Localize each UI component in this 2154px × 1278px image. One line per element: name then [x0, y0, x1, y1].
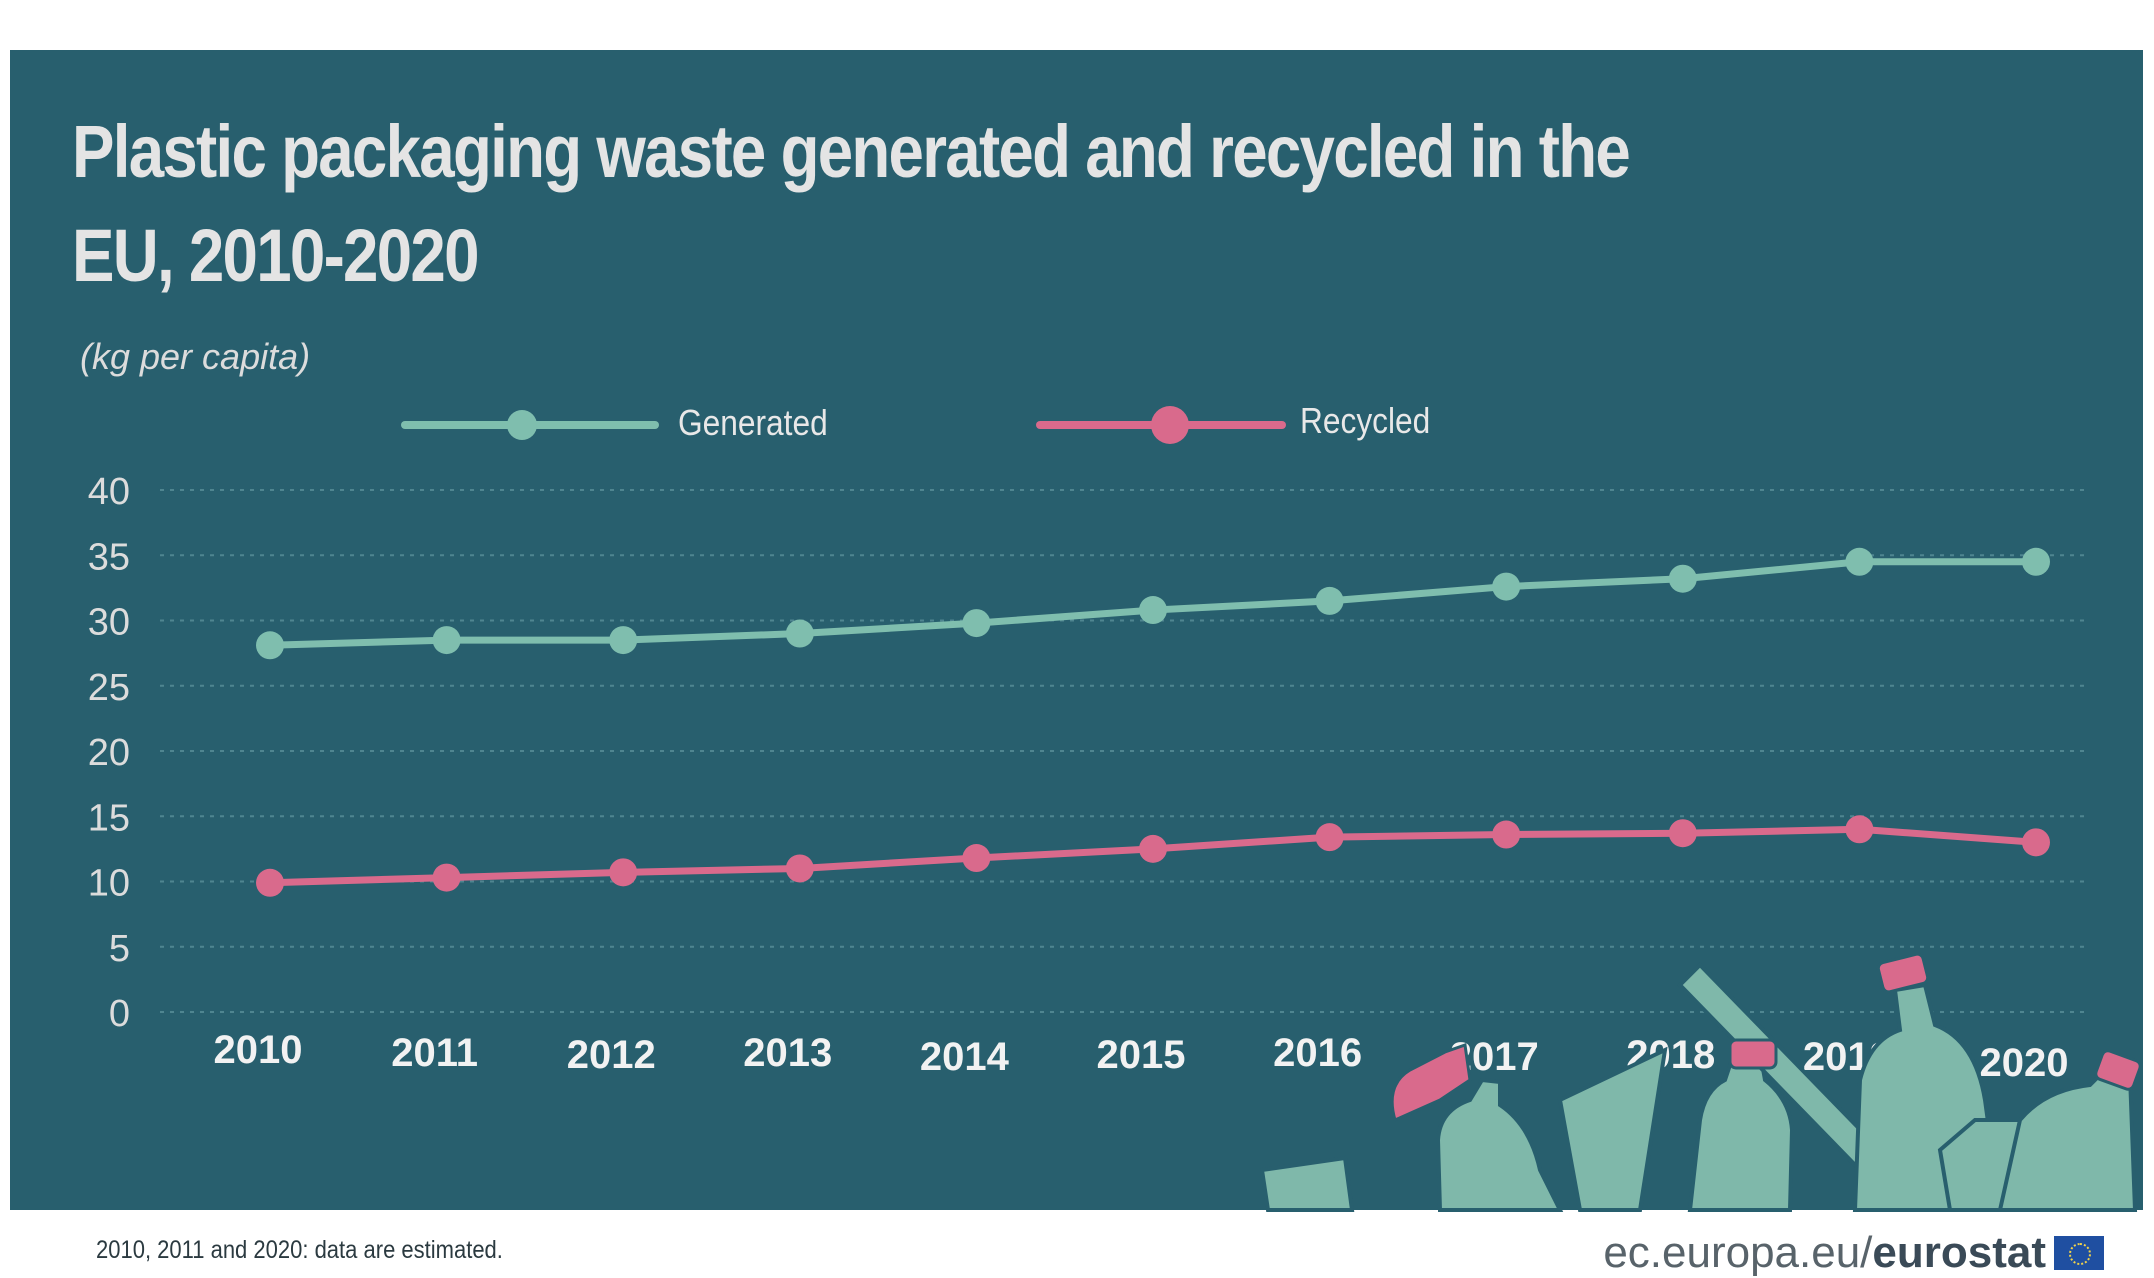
data-point-recycled-2013[interactable]: [785, 854, 814, 883]
data-point-generated-2012[interactable]: [609, 626, 638, 655]
y-tick-label: 0: [109, 993, 130, 1035]
data-point-generated-2011[interactable]: [432, 626, 461, 655]
chart-unit: (kg per capita): [80, 336, 311, 377]
data-point-generated-2010[interactable]: [256, 631, 284, 660]
y-tick-label: 10: [88, 863, 130, 905]
x-tick-label: 2020: [1980, 1041, 2069, 1085]
source-brand: eurostat: [1872, 1228, 2046, 1277]
legend-marker-generated: [507, 410, 537, 440]
data-points: [256, 547, 2050, 897]
spray-trigger-decor: [1390, 1042, 1472, 1123]
plastic-waste-illustration: [1259, 952, 2142, 1212]
chart-title: Plastic packaging waste generated and re…: [72, 110, 1631, 297]
data-point-recycled-2010[interactable]: [256, 868, 284, 897]
grid-lines: [160, 489, 2090, 1013]
legend-label-recycled: Recycled: [1300, 400, 1431, 441]
data-point-recycled-2015[interactable]: [1139, 834, 1167, 863]
legend: [401, 406, 1286, 444]
x-tick-label: 2010: [214, 1028, 303, 1072]
data-point-generated-2014[interactable]: [962, 609, 991, 638]
y-tick-label: 20: [88, 732, 130, 774]
data-point-recycled-2016[interactable]: [1315, 823, 1344, 852]
legend-marker-recycled: [1151, 406, 1189, 444]
data-point-recycled-2017[interactable]: [1492, 820, 1521, 849]
legend-label-generated: Generated: [678, 402, 828, 443]
data-point-generated-2018[interactable]: [1668, 564, 1697, 593]
footnote: 2010, 2011 and 2020: data are estimated.: [96, 1236, 503, 1264]
data-point-generated-2020[interactable]: [2022, 547, 2050, 576]
y-tick-label: 5: [109, 928, 130, 970]
data-point-recycled-2012[interactable]: [609, 858, 638, 887]
data-point-generated-2017[interactable]: [1492, 572, 1521, 601]
x-tick-label: 2012: [567, 1033, 656, 1077]
y-tick-label: 40: [88, 471, 130, 513]
x-tick-label: 2016: [1273, 1031, 1362, 1075]
bottle-right-decor: [1997, 1073, 2138, 1212]
plastic-cup-decor: [1259, 1155, 1355, 1212]
data-point-recycled-2014[interactable]: [962, 844, 991, 873]
data-point-generated-2015[interactable]: [1139, 596, 1167, 625]
y-tick-label: 35: [88, 536, 130, 578]
data-point-recycled-2019[interactable]: [1845, 815, 1874, 844]
large-bottle-cap-decor: [1876, 952, 1930, 994]
plastic-tray-decor: [1557, 1046, 1668, 1212]
y-tick-label: 30: [88, 602, 130, 644]
data-point-recycled-2011[interactable]: [432, 863, 461, 892]
x-tick-label: 2015: [1097, 1033, 1186, 1077]
chart-panel: [10, 50, 2143, 1210]
bottle-right-cap-decor: [2094, 1049, 2142, 1091]
x-tick-label: 2013: [743, 1031, 832, 1075]
data-point-recycled-2020[interactable]: [2022, 828, 2050, 857]
spray-bottle-decor: [1435, 1077, 1564, 1212]
data-point-generated-2013[interactable]: [785, 619, 814, 648]
data-point-recycled-2018[interactable]: [1668, 819, 1697, 848]
bottle-cap-decor: [1728, 1038, 1778, 1070]
eu-flag-icon: [2054, 1236, 2104, 1270]
y-axis-ticks: 0 5 10 15 20 25 30 35 40: [88, 471, 130, 1035]
data-point-generated-2016[interactable]: [1315, 586, 1344, 615]
source-credit[interactable]: ec.europa.eu/eurostat: [1603, 1228, 2104, 1278]
y-tick-label: 15: [88, 797, 130, 839]
source-domain: ec.europa.eu/: [1603, 1228, 1873, 1277]
data-point-generated-2019[interactable]: [1845, 547, 1874, 576]
x-tick-label: 2011: [391, 1031, 478, 1075]
x-tick-label: 2014: [920, 1035, 1010, 1079]
y-tick-label: 25: [88, 667, 130, 709]
